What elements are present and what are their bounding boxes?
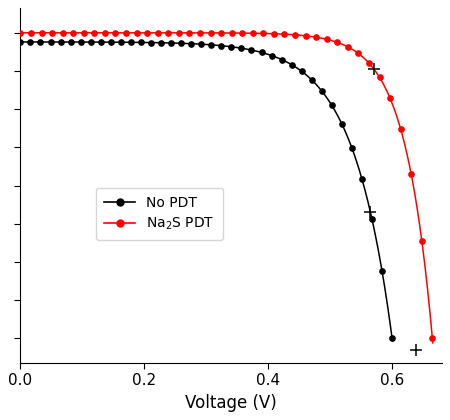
X-axis label: Voltage (V): Voltage (V) [185, 394, 277, 412]
Legend: No PDT, Na$_2$S PDT: No PDT, Na$_2$S PDT [96, 188, 223, 240]
